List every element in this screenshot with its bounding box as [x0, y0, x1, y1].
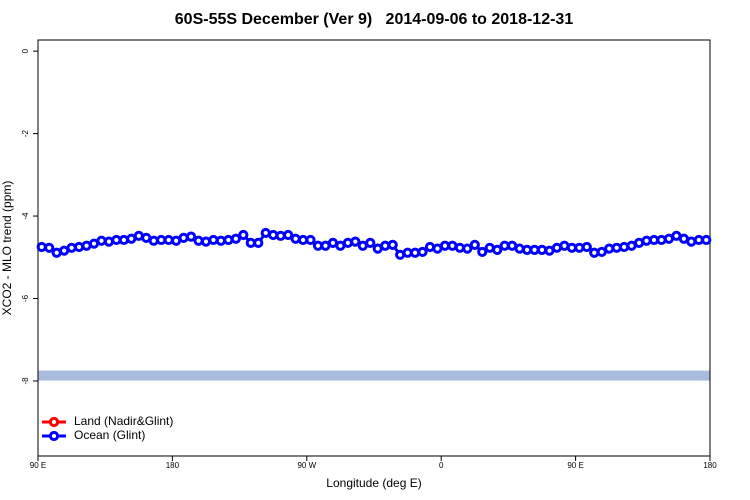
- point: [350, 236, 361, 247]
- point: [230, 233, 241, 244]
- point: [185, 231, 197, 242]
- y-tick-label: -4: [21, 212, 30, 220]
- x-tick-label: 180: [166, 461, 180, 470]
- chart-title: 60S-55S December (Ver 9) 2014-09-06 to 2…: [175, 11, 574, 28]
- x-tick-label: 90 E: [30, 461, 46, 470]
- point: [238, 229, 249, 241]
- point: [365, 237, 376, 248]
- point: [305, 234, 316, 246]
- point: [581, 241, 592, 253]
- point: [283, 229, 294, 241]
- point: [462, 243, 473, 254]
- legend-marker: [48, 430, 60, 442]
- legend-marker: [48, 416, 60, 428]
- point: [417, 246, 428, 258]
- point: [44, 242, 55, 253]
- legend-label: Land (Nadir&Glint): [74, 414, 173, 428]
- point: [492, 244, 503, 255]
- y-tick-label: -2: [21, 129, 30, 137]
- y-axis-label: XCO2 - MLO trend (ppm): [0, 181, 14, 316]
- legend-label: Ocean (Glint): [74, 428, 145, 442]
- x-tick-label: 0: [439, 461, 444, 470]
- y-tick-label: -8: [21, 377, 30, 385]
- point: [469, 239, 480, 251]
- point: [477, 246, 488, 258]
- point: [387, 239, 398, 251]
- y-tick-label: -6: [21, 294, 30, 302]
- x-axis-label: Longitude (deg E): [326, 476, 421, 490]
- y-tick-label: 0: [21, 48, 30, 53]
- point: [701, 234, 712, 246]
- x-tick-label: 180: [703, 461, 717, 470]
- x-tick-label: 90 E: [567, 461, 583, 470]
- x-tick-label: 90 W: [297, 461, 316, 470]
- point: [253, 237, 264, 248]
- reference-band: [38, 370, 710, 381]
